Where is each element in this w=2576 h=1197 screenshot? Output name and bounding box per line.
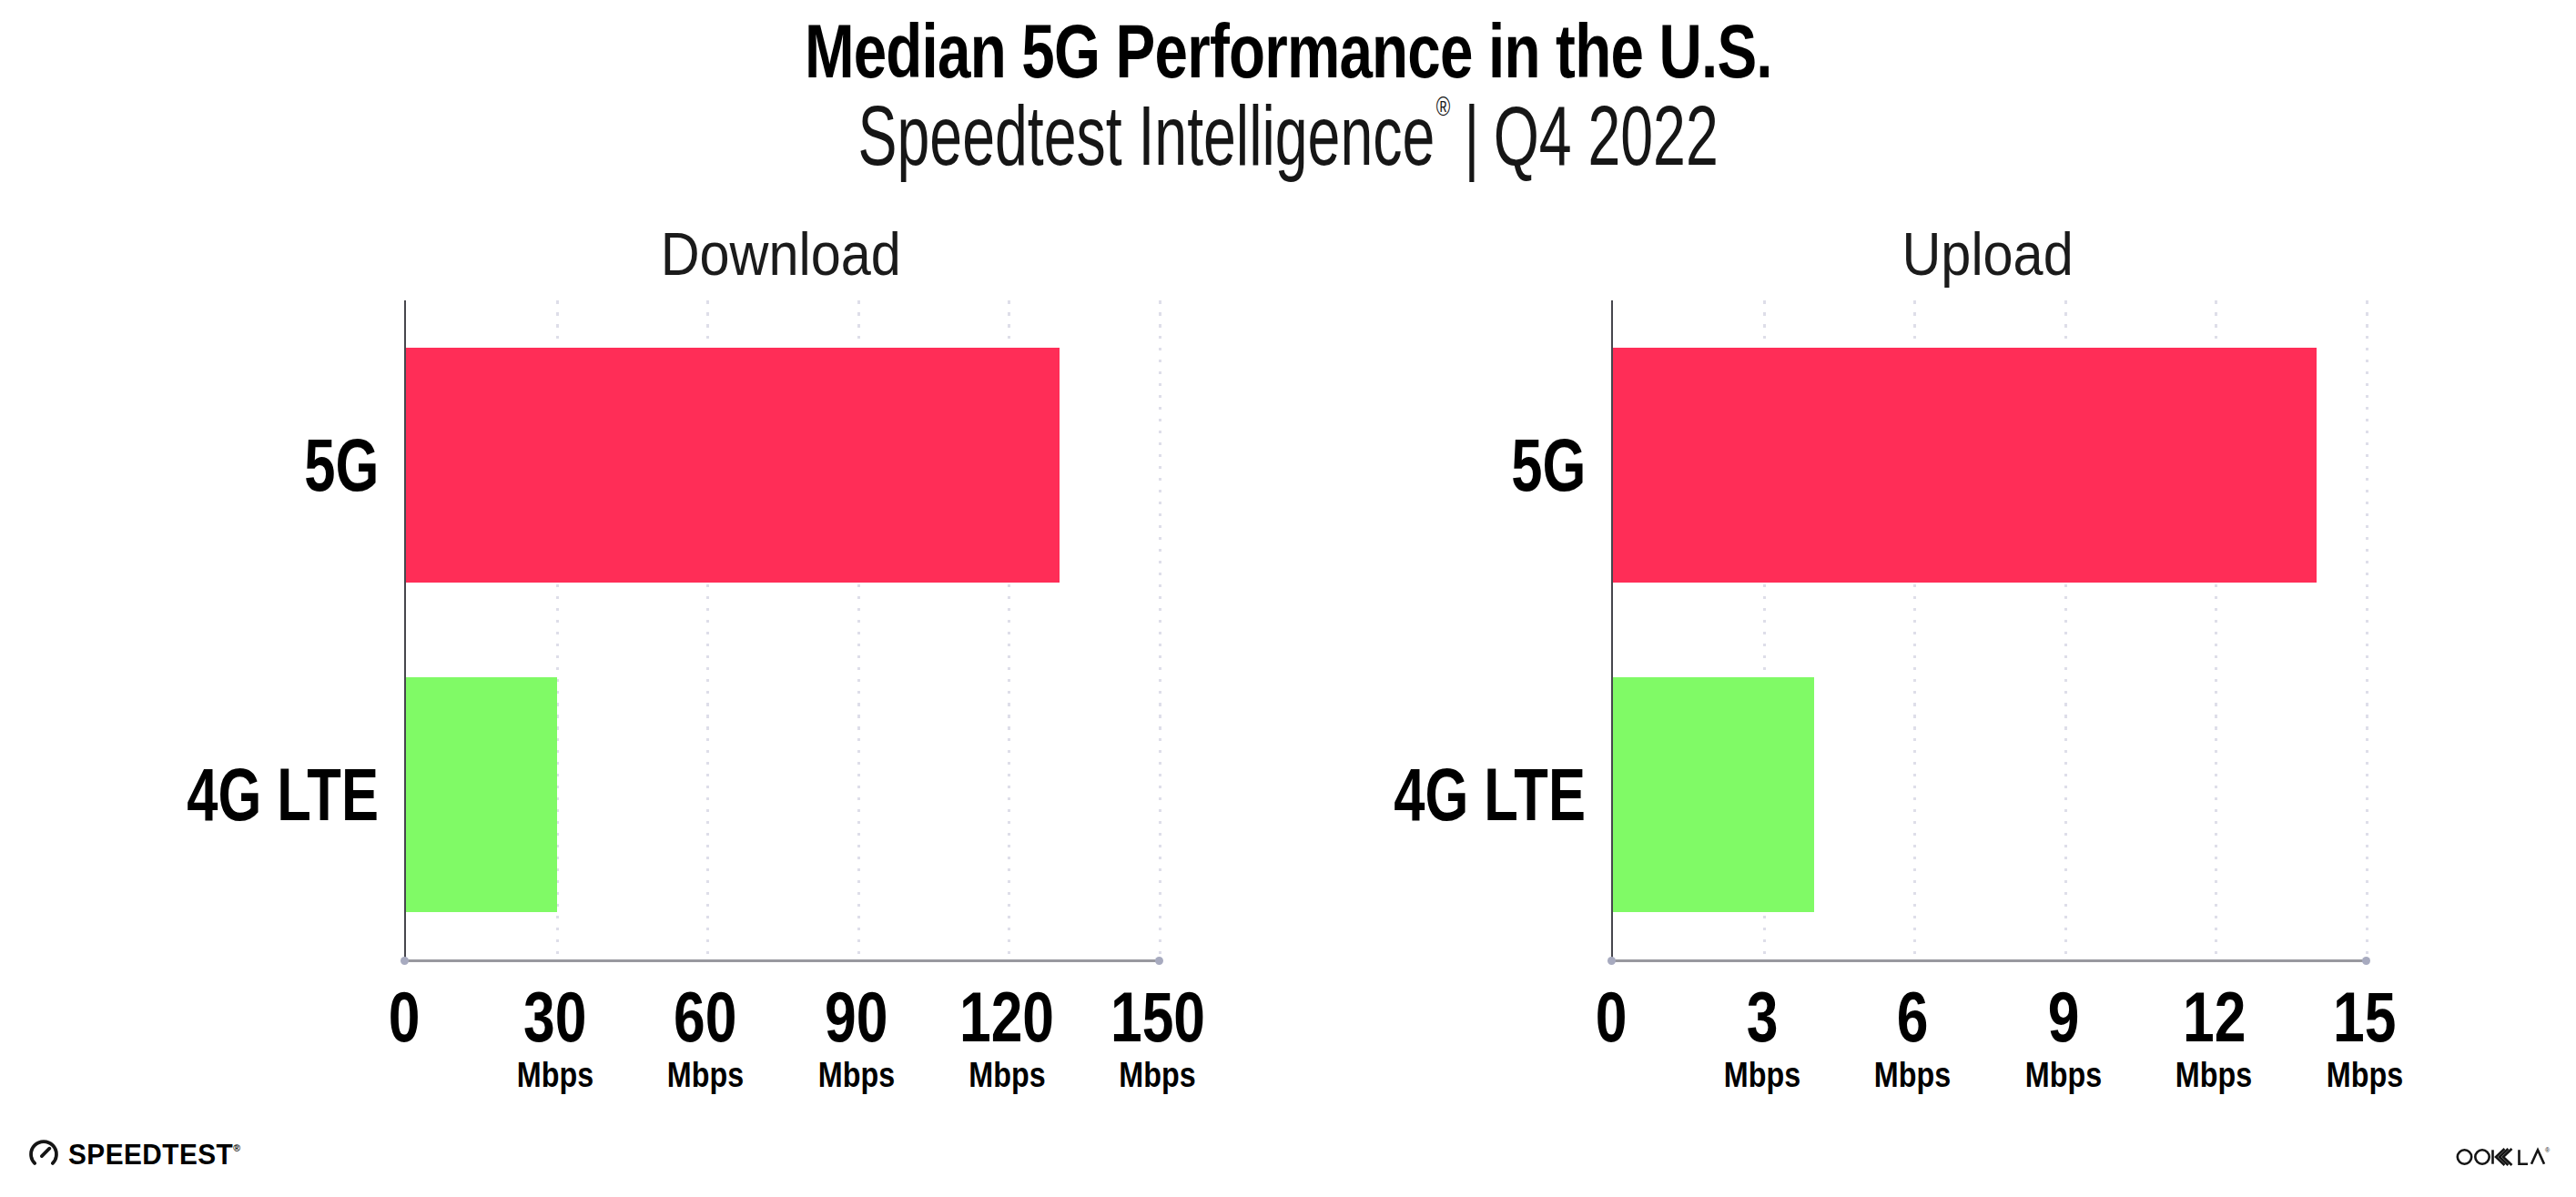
speedtest-wordmark: SPEEDTEST® (68, 1141, 241, 1169)
x-tick-label: 60 (661, 981, 751, 1052)
speedtest-logo: SPEEDTEST® (27, 1138, 248, 1171)
upload-chart: Upload 5G4G LTE 03Mbps6Mbps9Mbps12Mbps15… (1207, 0, 2576, 1197)
bar-4g-lte (406, 677, 557, 912)
x-tick-unit: Mbps (1099, 1058, 1217, 1092)
bar-row-5g (406, 300, 1160, 630)
x-tick-label: 6 (1868, 981, 1958, 1052)
x-tick-label: 12 (2169, 981, 2259, 1052)
x-tick-0: 0 (384, 981, 423, 1052)
upload-category-axis: 5G 4G LTE (1207, 0, 1586, 1197)
speedtest-gauge-icon (27, 1138, 60, 1171)
upload-chart-title: Upload (1611, 224, 2365, 284)
x-tick-90: 90 Mbps (811, 981, 901, 1092)
x-tick-0: 0 (1591, 981, 1630, 1052)
row-label-4g-lte: 4G LTE (187, 757, 379, 832)
bar-4g-lte (1613, 677, 1814, 912)
x-tick-label: 90 (811, 981, 901, 1052)
x-tick-unit: Mbps (2169, 1058, 2259, 1092)
x-tick-6: 6 Mbps (1868, 981, 1958, 1092)
x-tick-label: 150 (1099, 981, 1217, 1052)
download-plot-area (404, 300, 1160, 962)
download-chart-title: Download (404, 224, 1158, 284)
x-tick-unit: Mbps (811, 1058, 901, 1092)
bar-row-5g (1613, 300, 2367, 630)
row-label-5g: 5G (1511, 428, 1586, 502)
x-tick-unit: Mbps (510, 1058, 600, 1092)
bar-5g (1613, 348, 2317, 583)
x-tick-3: 3 Mbps (1717, 981, 1807, 1092)
x-tick-30: 30 Mbps (510, 981, 600, 1092)
bar-5g (406, 348, 1060, 583)
x-tick-label: 0 (1591, 981, 1630, 1052)
x-tick-label: 30 (510, 981, 600, 1052)
x-tick-unit: Mbps (1717, 1058, 1807, 1092)
download-x-axis: 030Mbps60Mbps90Mbps120Mbps150Mbps (404, 981, 1158, 1109)
x-tick-60: 60 Mbps (661, 981, 751, 1092)
x-tick-120: 120 Mbps (948, 981, 1066, 1092)
ookla-logo: ® (2456, 1143, 2551, 1169)
x-tick-label: 15 (2319, 981, 2409, 1052)
x-tick-unit: Mbps (948, 1058, 1066, 1092)
infographic-canvas: Median 5G Performance in the U.S. Speedt… (0, 0, 2576, 1197)
x-tick-unit: Mbps (661, 1058, 751, 1092)
x-tick-label: 120 (948, 981, 1066, 1052)
x-tick-label: 0 (384, 981, 423, 1052)
x-tick-unit: Mbps (2018, 1058, 2108, 1092)
bar-row-4g-lte (1613, 630, 2367, 959)
x-tick-9: 9 Mbps (2018, 981, 2108, 1092)
upload-x-axis: 03Mbps6Mbps9Mbps12Mbps15Mbps (1611, 981, 2365, 1109)
x-tick-label: 3 (1717, 981, 1807, 1052)
x-tick-15: 15 Mbps (2319, 981, 2409, 1092)
download-chart: Download 5G4G LTE 030Mbps60Mbps90Mbps120… (0, 0, 1369, 1197)
x-tick-unit: Mbps (1868, 1058, 1958, 1092)
ookla-wordmark-icon: ® (2456, 1143, 2551, 1169)
x-tick-150: 150 Mbps (1099, 981, 1217, 1092)
upload-plot-area (1611, 300, 2367, 962)
row-label-5g: 5G (304, 428, 379, 502)
bar-row-4g-lte (406, 630, 1160, 959)
row-label-4g-lte: 4G LTE (1394, 757, 1586, 832)
speedtest-trademark: ® (233, 1142, 240, 1153)
x-tick-label: 9 (2018, 981, 2108, 1052)
download-category-axis: 5G 4G LTE (0, 0, 379, 1197)
x-tick-12: 12 Mbps (2169, 981, 2259, 1092)
svg-text:®: ® (2545, 1147, 2551, 1153)
x-tick-unit: Mbps (2319, 1058, 2409, 1092)
